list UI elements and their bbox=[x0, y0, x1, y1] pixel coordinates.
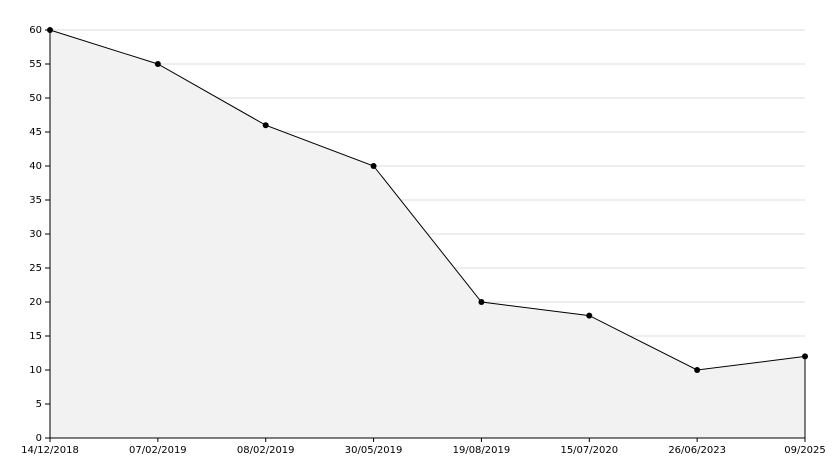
x-tick-label: 14/12/2018 bbox=[21, 445, 79, 456]
marker bbox=[478, 299, 485, 305]
y-tick-label: 5 bbox=[36, 399, 42, 410]
marker bbox=[154, 61, 161, 67]
y-tick-label: 10 bbox=[29, 365, 42, 376]
x-tick-label: 26/06/2023 bbox=[668, 445, 726, 456]
x-tick-label: 30/05/2019 bbox=[345, 445, 403, 456]
y-tick-label: 15 bbox=[29, 331, 42, 342]
y-tick-label: 0 bbox=[36, 433, 42, 444]
y-tick-label: 50 bbox=[29, 93, 42, 104]
marker bbox=[586, 312, 593, 319]
x-tick-label: 09/2025 bbox=[784, 445, 826, 456]
y-tick-label: 30 bbox=[29, 229, 42, 240]
x-tick-label: 08/02/2019 bbox=[237, 445, 295, 456]
y-tick-label: 45 bbox=[29, 127, 42, 138]
x-tick-label: 15/07/2020 bbox=[560, 445, 618, 456]
y-tick-label: 35 bbox=[29, 195, 42, 206]
y-tick-label: 20 bbox=[29, 297, 42, 308]
marker bbox=[370, 163, 377, 169]
line bbox=[49, 29, 806, 371]
y-tick-label: 55 bbox=[29, 59, 42, 70]
marker bbox=[47, 27, 53, 33]
y-tick-label: 60 bbox=[29, 25, 42, 36]
marker bbox=[694, 367, 701, 373]
marker bbox=[802, 353, 808, 360]
y-tick-label: 25 bbox=[29, 263, 42, 274]
y-tick-label: 40 bbox=[29, 161, 42, 172]
x-tick-label: 19/08/2019 bbox=[453, 445, 511, 456]
x-tick-label: 07/02/2019 bbox=[129, 445, 187, 456]
marker bbox=[262, 122, 269, 129]
